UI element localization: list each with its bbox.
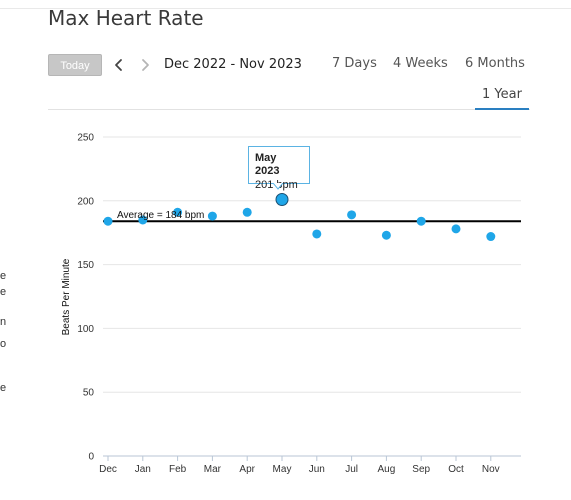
y-tick-label: 200 — [77, 196, 94, 207]
x-tick-label: Mar — [204, 464, 222, 475]
tabs-divider — [48, 109, 530, 110]
tab-6-months[interactable]: 6 Months — [465, 56, 525, 71]
x-tick-label: Aug — [378, 464, 396, 475]
left-text-fragment: e — [0, 270, 7, 282]
tab-1-year-selected-indicator — [475, 108, 529, 110]
x-tick-label: May — [273, 464, 292, 475]
x-tick-label: Apr — [239, 464, 255, 475]
data-point[interactable] — [381, 230, 391, 240]
y-tick-label: 250 — [77, 133, 94, 144]
tooltip-pointer — [273, 183, 283, 190]
data-point[interactable] — [207, 211, 217, 221]
data-point[interactable] — [486, 232, 496, 242]
left-text-fragment: o — [0, 338, 7, 350]
y-tick-label: 150 — [77, 260, 94, 271]
page-title: Max Heart Rate — [48, 6, 204, 30]
x-tick-label: Oct — [448, 464, 464, 475]
data-point[interactable] — [451, 224, 461, 234]
axis-layer: 0 50 100 150 200 250 Dec Jan Feb Mar Apr May Jun Jul A… — [77, 133, 521, 475]
date-range-label: Dec 2022 - Nov 2023 — [164, 57, 302, 72]
point-layer — [103, 193, 496, 242]
grid-layer — [103, 136, 521, 393]
data-point[interactable] — [173, 207, 183, 217]
average-label: Average = 184 bpm — [117, 210, 204, 221]
tab-1-year[interactable]: 1 Year — [482, 87, 522, 102]
x-tick-label: Nov — [482, 464, 500, 475]
x-tick-label: Jan — [135, 464, 151, 475]
x-tick-label: Jun — [309, 464, 325, 475]
y-tick-label: 100 — [77, 324, 94, 335]
data-point[interactable] — [416, 216, 426, 226]
tab-4-weeks[interactable]: 4 Weeks — [393, 56, 448, 71]
data-point-highlighted[interactable] — [275, 193, 289, 207]
data-point[interactable] — [347, 210, 357, 220]
data-point[interactable] — [242, 207, 252, 217]
toolbar: Today Dec 2022 - Nov 2023 7 Days 4 Weeks… — [48, 54, 530, 78]
chevron-left-icon[interactable] — [112, 57, 126, 73]
x-tick-label: Dec — [99, 464, 117, 475]
left-text-fragment: e — [0, 382, 7, 394]
data-point[interactable] — [138, 215, 148, 225]
x-tick-label: Sep — [412, 464, 430, 475]
today-button[interactable]: Today — [48, 54, 102, 76]
y-tick-label: 0 — [88, 452, 94, 463]
left-text-fragment: n — [0, 316, 7, 328]
top-divider — [0, 8, 571, 9]
y-axis-label: Beats Per Minute — [61, 258, 72, 335]
data-point[interactable] — [312, 229, 322, 239]
data-point-tooltip: May 2023 201 bpm — [248, 146, 310, 191]
tooltip-title: May 2023 — [255, 152, 280, 177]
data-point[interactable] — [103, 216, 113, 226]
y-tick-label: 50 — [83, 388, 95, 399]
left-text-fragment: e — [0, 286, 7, 298]
tab-7-days[interactable]: 7 Days — [332, 56, 377, 71]
chevron-right-icon[interactable] — [138, 57, 152, 73]
x-tick-label: Feb — [169, 464, 187, 475]
x-tick-label: Jul — [345, 464, 358, 475]
